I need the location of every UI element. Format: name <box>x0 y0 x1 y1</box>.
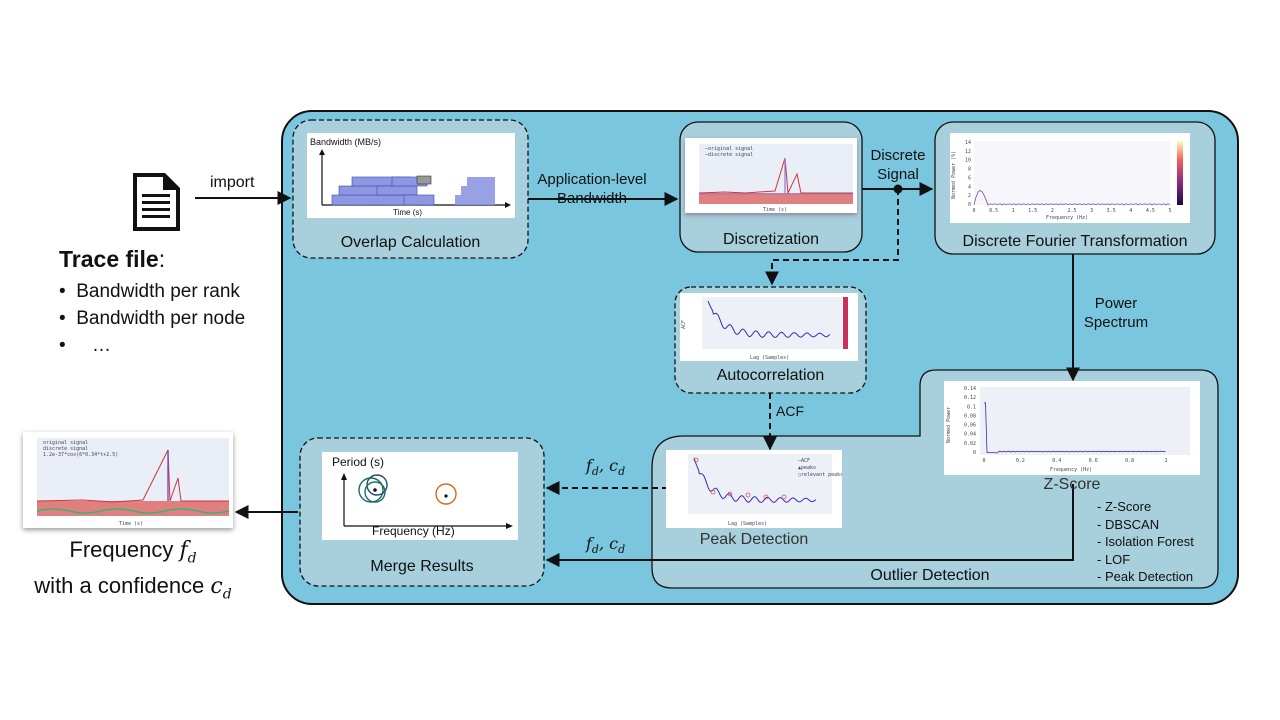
dft-chart: Normed Power (%) 0 0.5 1 1.5 2 2.5 3 3.5 4 4.5 5 1… <box>950 133 1190 223</box>
svg-text:3: 3 <box>1090 208 1093 214</box>
method-item: - Z-Score <box>1097 499 1152 514</box>
svg-text:4.5: 4.5 <box>1146 208 1155 214</box>
svg-text:0: 0 <box>968 202 971 208</box>
zscore-label: Z-Score <box>1043 476 1101 493</box>
svg-text:14: 14 <box>965 140 971 146</box>
svg-text:0.8: 0.8 <box>1125 458 1134 464</box>
svg-text:1.2e-37*cos(6*0.34*t+2.5): 1.2e-37*cos(6*0.34*t+2.5) <box>43 452 118 458</box>
overlap-xlabel: Time (s) <box>393 208 422 217</box>
overlap-label: Overlap Calculation <box>340 234 481 251</box>
svg-text:0.6: 0.6 <box>1089 458 1098 464</box>
svg-text:0.1: 0.1 <box>967 404 976 410</box>
output-signal-chart: original signal discrete signal 1.2e-37*… <box>23 432 233 528</box>
overlap-chart: Bandwidth (MB/s) Time (s) <box>307 133 515 218</box>
svg-text:6: 6 <box>968 175 971 181</box>
svg-text:10: 10 <box>965 158 971 164</box>
trace-file-title: Trace file: <box>59 246 166 272</box>
svg-text:Lag (Samples): Lag (Samples) <box>728 521 767 527</box>
svg-text:Normed Power (%): Normed Power (%) <box>951 151 957 199</box>
discretization-label: Discretization <box>722 231 820 248</box>
acf-edge-label: ACF <box>776 403 804 419</box>
method-item: - Isolation Forest <box>1097 534 1194 549</box>
svg-text:Time (s): Time (s) <box>119 521 143 527</box>
discrete-signal-label: Discrete Signal <box>870 147 926 183</box>
svg-text:0.4: 0.4 <box>1052 458 1061 464</box>
svg-text:original signal: original signal <box>43 440 88 446</box>
power-spectrum-label: Power Spectrum <box>1083 295 1149 331</box>
trace-item: • Bandwidth per rank <box>59 281 240 302</box>
autocorrelation-chart: ACF Lag (Samples) <box>680 293 858 361</box>
svg-text:Lag (Samples): Lag (Samples) <box>750 355 789 361</box>
svg-text:Frequency (Hz): Frequency (Hz) <box>372 524 455 538</box>
svg-text:Time (s): Time (s) <box>763 207 787 213</box>
output-label: Frequency fd with a confidence cd <box>34 537 232 603</box>
method-item: - LOF <box>1097 551 1131 567</box>
svg-text:discrete signal: discrete signal <box>43 446 88 452</box>
svg-text:0.14: 0.14 <box>964 386 976 392</box>
merge-chart: Period (s) Frequency (Hz) <box>322 452 518 540</box>
trace-item: • … <box>59 335 112 356</box>
svg-text:0.04: 0.04 <box>964 432 976 438</box>
svg-text:3.5: 3.5 <box>1107 208 1116 214</box>
svg-text:○relevant peaks: ○relevant peaks <box>798 472 842 478</box>
svg-text:8: 8 <box>968 167 971 173</box>
method-item: - Peak Detection <box>1097 569 1194 584</box>
svg-text:0: 0 <box>972 208 975 214</box>
zscore-chart: Normed Power 0.14 0.12 0.1 0.08 0.06 0.04 0.02… <box>944 381 1200 475</box>
svg-text:5: 5 <box>1168 208 1171 214</box>
svg-text:0.06: 0.06 <box>964 423 976 429</box>
svg-text:0: 0 <box>973 450 976 456</box>
svg-text:—discrete signal: —discrete signal <box>705 152 753 158</box>
svg-text:1: 1 <box>1012 208 1015 214</box>
svg-text:0.08: 0.08 <box>964 413 976 419</box>
app-bandwidth-label: Application-level Bandwidth <box>537 171 647 207</box>
svg-text:Frequency (Hz): Frequency (Hz) <box>1050 467 1092 473</box>
svg-text:—original signal: —original signal <box>705 146 753 152</box>
svg-text:12: 12 <box>965 149 971 155</box>
svg-text:1: 1 <box>1164 458 1167 464</box>
dft-label: Discrete Fourier Transformation <box>962 233 1188 250</box>
svg-text:0.5: 0.5 <box>989 208 998 214</box>
svg-text:Frequency (Hz): Frequency (Hz) <box>1046 215 1088 221</box>
trace-item: • Bandwidth per node <box>59 308 246 329</box>
trace-items: • Bandwidth per rank • Bandwidth per nod… <box>59 278 245 359</box>
svg-text:4: 4 <box>968 184 971 190</box>
svg-text:0.2: 0.2 <box>1016 458 1025 464</box>
svg-text:Normed Power: Normed Power <box>946 407 952 443</box>
import-label: import <box>210 174 255 191</box>
svg-text:2.5: 2.5 <box>1067 208 1076 214</box>
svg-text:4: 4 <box>1129 208 1132 214</box>
svg-text:0.02: 0.02 <box>964 441 976 447</box>
overlap-ylabel: Bandwidth (MB/s) <box>310 137 381 147</box>
svg-text:—ACF: —ACF <box>798 458 810 464</box>
svg-text:2: 2 <box>1051 208 1054 214</box>
svg-text:ACF: ACF <box>681 320 687 329</box>
svg-text:0.12: 0.12 <box>964 395 976 401</box>
svg-text:1.5: 1.5 <box>1028 208 1037 214</box>
svg-text:▲peaks: ▲peaks <box>798 465 816 471</box>
fd-cd-label-2: fd, cd <box>586 534 626 557</box>
svg-text:0: 0 <box>982 458 985 464</box>
peak-detection-chart: —ACF ▲peaks ○relevant peaks Lag (Samples… <box>666 450 843 528</box>
merge-label: Merge Results <box>370 558 474 575</box>
autocorrelation-label: Autocorrelation <box>716 367 825 384</box>
discretization-chart: —original signal —discrete signal Time (… <box>685 138 857 213</box>
peak-detection-label: Peak Detection <box>699 531 809 548</box>
svg-text:2: 2 <box>968 193 971 199</box>
outlier-detection-label: Outlier Detection <box>870 567 990 584</box>
outlier-methods: - Z-Score - DBSCAN - Isolation Forest - … <box>1097 498 1194 586</box>
svg-text:Period (s): Period (s) <box>332 455 384 469</box>
fd-cd-label-1: fd, cd <box>586 456 626 479</box>
method-item: - DBSCAN <box>1097 516 1160 532</box>
document-icon <box>133 173 180 231</box>
